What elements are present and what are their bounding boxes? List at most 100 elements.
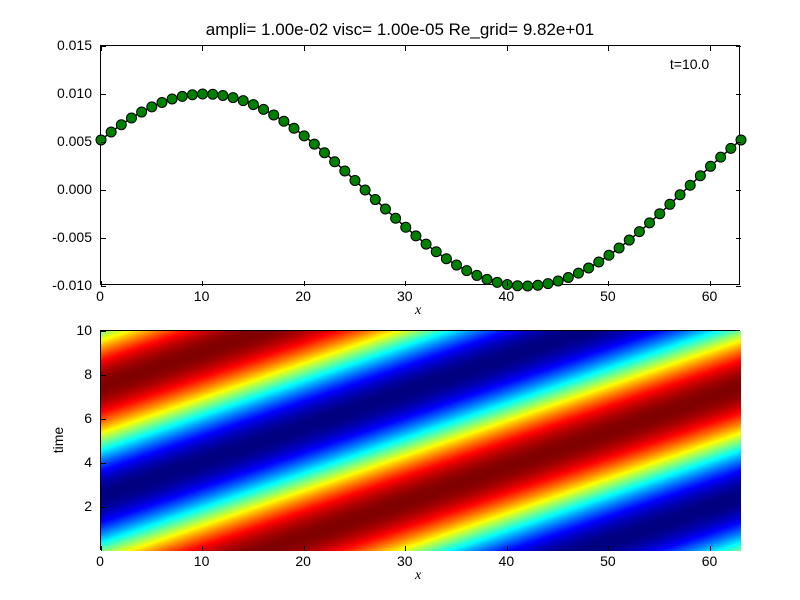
x-tick-mark <box>202 281 203 286</box>
data-marker <box>624 235 634 245</box>
figure: ampli= 1.00e-02 visc= 1.00e-05 Re_grid= … <box>0 0 800 600</box>
y-tick-label: 0.015 <box>47 37 92 53</box>
y-tick-label: 8 <box>67 366 92 382</box>
data-marker <box>573 268 583 278</box>
x-tick-mark <box>608 46 609 51</box>
y-tick-mark <box>101 238 106 239</box>
x-tick-mark <box>304 546 305 551</box>
y-tick-mark <box>101 419 106 420</box>
y-tick-label: 6 <box>67 410 92 426</box>
y-tick-label: 4 <box>67 454 92 470</box>
data-marker <box>604 250 614 260</box>
data-marker <box>137 107 147 117</box>
data-marker <box>716 152 726 162</box>
y-tick-mark <box>736 286 741 287</box>
x-tick-label: 10 <box>194 553 210 569</box>
data-marker <box>177 91 187 101</box>
x-tick-mark <box>608 281 609 286</box>
y-tick-mark <box>736 142 741 143</box>
data-marker <box>106 127 116 137</box>
x-tick-label: 20 <box>295 553 311 569</box>
data-marker <box>553 276 563 286</box>
x-tick-mark <box>304 281 305 286</box>
data-marker <box>187 90 197 100</box>
x-tick-label: 40 <box>499 288 515 304</box>
y-tick-mark <box>736 190 741 191</box>
data-marker <box>208 89 218 99</box>
data-marker <box>462 266 472 276</box>
x-tick-mark <box>507 546 508 551</box>
x-tick-mark <box>710 281 711 286</box>
y-tick-mark <box>101 46 106 47</box>
data-marker <box>452 260 462 270</box>
x-tick-mark <box>304 46 305 51</box>
y-tick-label: 0.010 <box>47 85 92 101</box>
data-marker <box>411 231 421 241</box>
data-marker <box>533 280 543 290</box>
x-tick-label: 0 <box>96 553 104 569</box>
data-marker <box>309 139 319 149</box>
y-tick-mark <box>101 375 106 376</box>
top-plot-svg <box>101 46 741 286</box>
data-marker <box>655 209 665 219</box>
data-marker <box>157 97 167 107</box>
data-marker <box>441 254 451 264</box>
y-tick-mark <box>736 46 741 47</box>
y-tick-label: -0.005 <box>47 229 92 245</box>
data-marker <box>401 222 411 232</box>
x-tick-mark <box>101 46 102 51</box>
data-marker <box>391 213 401 223</box>
y-tick-label: 2 <box>67 498 92 514</box>
data-marker <box>523 281 533 291</box>
data-marker <box>360 185 370 195</box>
heatmap-canvas <box>101 331 741 551</box>
data-marker <box>269 110 279 120</box>
data-marker <box>370 195 380 205</box>
y-tick-mark <box>101 94 106 95</box>
x-tick-mark <box>507 281 508 286</box>
data-marker <box>289 123 299 133</box>
data-marker <box>279 116 289 126</box>
x-tick-mark <box>405 546 406 551</box>
data-marker <box>147 102 157 112</box>
data-marker <box>634 227 644 237</box>
sine-line <box>101 94 741 286</box>
y-tick-mark <box>101 331 106 332</box>
data-marker <box>665 199 675 209</box>
y-tick-mark <box>101 142 106 143</box>
x-tick-mark <box>202 46 203 51</box>
data-marker <box>96 135 106 145</box>
data-marker <box>421 239 431 249</box>
time-annotation: t=10.0 <box>670 56 709 72</box>
x-tick-mark <box>405 46 406 51</box>
data-marker <box>126 113 136 123</box>
x-tick-label: 60 <box>702 553 718 569</box>
x-tick-mark <box>405 281 406 286</box>
x-tick-mark <box>507 46 508 51</box>
data-marker <box>116 120 126 130</box>
y-tick-label: 10 <box>67 322 92 338</box>
data-marker <box>543 279 553 289</box>
data-marker <box>736 135 746 145</box>
data-marker <box>431 247 441 257</box>
data-marker <box>726 143 736 153</box>
data-marker <box>248 100 258 110</box>
data-marker <box>492 277 502 287</box>
y-tick-mark <box>736 238 741 239</box>
bottom-y-axis-label: time <box>50 427 66 453</box>
x-tick-label: 30 <box>397 288 413 304</box>
bottom-axes <box>100 330 740 550</box>
x-tick-mark <box>101 546 102 551</box>
data-marker <box>482 274 492 284</box>
data-marker <box>238 96 248 106</box>
data-marker <box>645 218 655 228</box>
data-marker <box>340 166 350 176</box>
data-marker <box>685 180 695 190</box>
data-marker <box>584 263 594 273</box>
top-x-axis-label: x <box>415 303 421 319</box>
x-tick-mark <box>202 546 203 551</box>
data-marker <box>472 270 482 280</box>
data-marker <box>563 273 573 283</box>
data-marker <box>350 175 360 185</box>
y-tick-label: 0.000 <box>47 181 92 197</box>
